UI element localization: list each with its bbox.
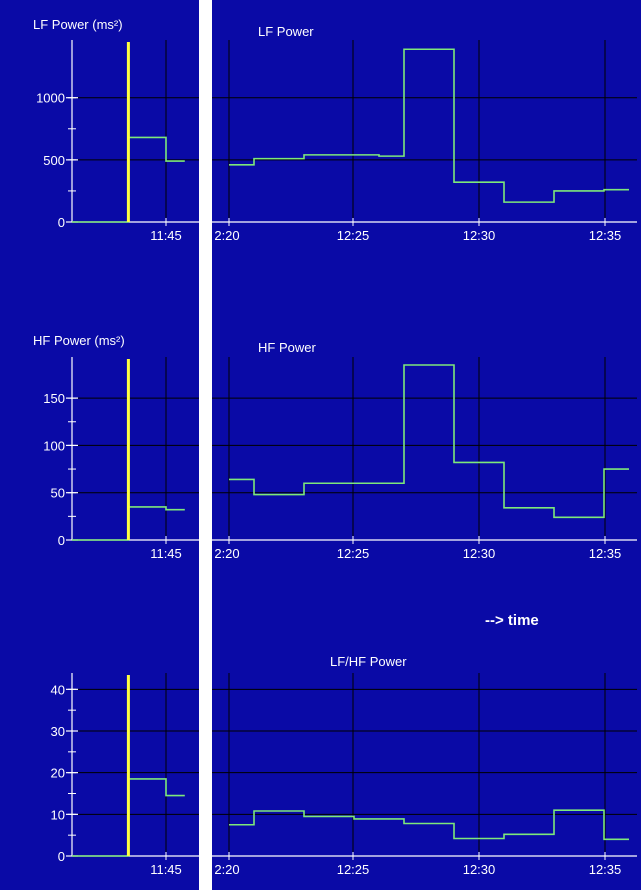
- y-tick-label: 500: [43, 153, 65, 168]
- y-tick-label: 30: [51, 724, 65, 739]
- x-tick-label: 12:30: [463, 228, 496, 243]
- hf-plot: 0 50 100 150 11:45 2:20 12:25 12:30 12:35: [43, 357, 637, 561]
- y-tick-label: 10: [51, 807, 65, 822]
- x-tick-label: 2:20: [214, 862, 239, 877]
- y-tick-label: 0: [58, 849, 65, 864]
- x-tick-label: 12:30: [463, 546, 496, 561]
- lfhf-power-chart: LF/HF Power 0 10 20 30 40 11:45 2:20 12:25 12:30…: [51, 654, 637, 877]
- lf-right-title: LF Power: [258, 24, 314, 39]
- x-tick-label: 12:25: [337, 546, 370, 561]
- series-line-left: [72, 136, 185, 223]
- series-line-right: [229, 48, 629, 203]
- lf-plot: 0 500 1000 11:45 2:20 12:25 12:30 12:35: [36, 40, 637, 243]
- hf-left-title: HF Power (ms²): [33, 333, 125, 348]
- y-tick-label: 150: [43, 391, 65, 406]
- x-tick-label: 12:25: [337, 228, 370, 243]
- y-tick-label: 50: [51, 486, 65, 501]
- lfhf-plot: 0 10 20 30 40 11:45 2:20 12:25 12:30 12:35: [51, 673, 637, 877]
- y-tick-label: 40: [51, 682, 65, 697]
- x-tick-label: 12:35: [589, 546, 622, 561]
- x-tick-label: 12:35: [589, 228, 622, 243]
- lfhf-right-title: LF/HF Power: [330, 654, 407, 669]
- series-line-left: [72, 778, 185, 857]
- x-tick-label: 11:45: [150, 228, 182, 243]
- panel-separator: [199, 0, 212, 890]
- lf-left-title: LF Power (ms²): [33, 17, 123, 32]
- x-tick-label: 12:30: [463, 862, 496, 877]
- hf-power-chart: HF Power (ms²) HF Power 0 50 100 150 11:45 2:…: [33, 333, 637, 561]
- y-tick-label: 100: [43, 438, 65, 453]
- series-line-right: [229, 364, 629, 519]
- x-tick-label: 11:45: [150, 862, 182, 877]
- y-tick-label: 1000: [36, 91, 65, 106]
- time-annotation: --> time: [485, 612, 539, 629]
- series-line-right: [229, 809, 629, 841]
- y-tick-label: 0: [58, 215, 65, 230]
- x-tick-label: 11:45: [150, 546, 182, 561]
- y-tick-label: 20: [51, 766, 65, 781]
- y-tick-label: 0: [58, 533, 65, 548]
- x-tick-label: 2:20: [214, 546, 239, 561]
- x-tick-label: 12:25: [337, 862, 370, 877]
- hf-right-title: HF Power: [258, 340, 316, 355]
- series-line-left: [72, 506, 185, 541]
- lf-power-chart: LF Power (ms²) LF Power 0 500 1000 11:45 2:2…: [33, 17, 637, 243]
- x-tick-label: 2:20: [214, 228, 239, 243]
- x-tick-label: 12:35: [589, 862, 622, 877]
